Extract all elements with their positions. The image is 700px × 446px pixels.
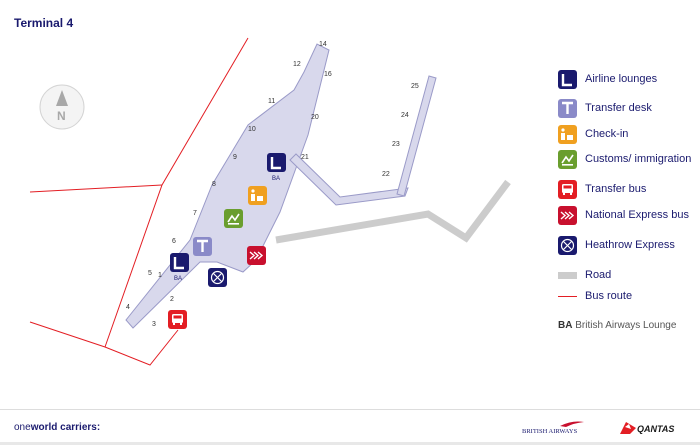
main-pier — [125, 43, 330, 329]
legend-label: Customs/ immigration — [585, 153, 692, 165]
british-airways-logo: BRITISH AIRWAYS — [522, 420, 584, 441]
ba-lounge-south-icon: BA — [170, 253, 189, 282]
east-pier — [396, 75, 437, 197]
national-express-map-icon — [247, 246, 266, 265]
map-title: Terminal 4 — [14, 16, 74, 30]
ba-logo-text: BRITISH AIRWAYS — [522, 428, 578, 435]
gate-label: 11 — [268, 98, 275, 105]
transfer-desk-icon — [558, 99, 577, 118]
check-in-icon — [558, 125, 577, 144]
gate-label: 20 — [311, 114, 319, 121]
legend-label: Airline lounges — [585, 73, 658, 85]
legend-label: Transfer bus — [585, 183, 647, 195]
road — [275, 179, 511, 244]
gate-label: 6 — [172, 238, 176, 245]
oneworld-carriers-label: oneworld carriers: — [14, 422, 100, 433]
gate-label: 2 — [170, 296, 174, 303]
legend-item-national-express: National Express bus — [558, 206, 695, 225]
footer: oneworld carriers: BRITISH AIRWAYS QANTA… — [0, 409, 700, 446]
road-swatch — [558, 266, 577, 285]
gate-label: 9 — [233, 154, 237, 161]
legend-item-transfer: Transfer desk — [558, 99, 695, 118]
ba-abbrev: BA — [558, 320, 573, 331]
gate-label: 5 — [148, 270, 152, 277]
lounge-icon — [558, 70, 577, 89]
ba-lounge-north-label: BA — [272, 176, 280, 182]
bus-route — [29, 37, 249, 366]
gate-label: 21 — [301, 154, 309, 161]
terminal-map: 1 2 3 4 5 6 7 8 9 10 11 12 14 16 20 21 2… — [29, 37, 511, 366]
gate-labels: 1 2 3 4 5 6 7 8 9 10 11 12 14 16 20 21 2… — [126, 41, 419, 328]
customs-map-icon — [224, 209, 243, 228]
heathrow-express-map-icon — [208, 268, 227, 287]
legend-label: Heathrow Express — [585, 239, 675, 251]
heathrow-express-icon — [558, 236, 577, 255]
gate-label: 22 — [382, 171, 390, 178]
gate-label: 10 — [248, 126, 256, 133]
legend-item-heathrow-express: Heathrow Express — [558, 236, 695, 255]
carriers-text: carriers: — [57, 422, 101, 433]
legend-label: Check-in — [585, 128, 629, 140]
compass-icon: N — [39, 84, 85, 130]
ba-lounge-north-icon: BA — [267, 153, 286, 182]
transfer-desk-map-icon — [193, 237, 212, 256]
legend-label: Bus route — [585, 290, 633, 302]
legend-item-customs: Customs/ immigration — [558, 150, 695, 169]
legend-label: National Express bus — [585, 209, 689, 221]
legend-item-checkin: Check-in — [558, 125, 695, 144]
legend-label: Road — [585, 269, 612, 281]
customs-icon — [558, 150, 577, 169]
gate-label: 12 — [293, 61, 301, 68]
ba-note-text: British Airways Lounge — [575, 320, 677, 331]
qantas-logo: QANTAS — [620, 418, 682, 443]
gate-label: 8 — [212, 181, 216, 188]
bottom-bar — [0, 442, 700, 445]
gate-label: 23 — [392, 141, 400, 148]
gate-label: 16 — [324, 71, 332, 78]
transfer-bus-map-icon — [168, 310, 187, 329]
compass-north-label: N — [57, 109, 66, 123]
ba-lounge-south-label: BA — [174, 276, 182, 282]
bus-route-swatch — [558, 287, 577, 306]
gate-label: 7 — [193, 210, 197, 217]
legend-item-bus-route: Bus route — [558, 287, 695, 306]
qantas-logo-text: QANTAS — [637, 424, 674, 434]
connector-walkway — [289, 153, 409, 206]
gate-label: 4 — [126, 304, 130, 311]
gate-label: 1 — [158, 272, 162, 279]
legend-label: Transfer desk — [585, 102, 652, 114]
check-in-map-icon — [248, 186, 267, 205]
oneworld-one: one — [14, 422, 31, 433]
gate-label: 25 — [411, 83, 419, 90]
gate-label: 3 — [152, 321, 156, 328]
gate-label: 24 — [401, 112, 409, 119]
national-express-icon — [558, 206, 577, 225]
transfer-bus-icon — [558, 180, 577, 199]
ba-lounge-note: BA British Airways Lounge — [558, 320, 688, 331]
gate-label: 14 — [319, 41, 327, 48]
legend-item-lounge: Airline lounges — [558, 70, 695, 89]
legend-item-road: Road — [558, 266, 695, 285]
legend-item-bus: Transfer bus — [558, 180, 695, 199]
oneworld-world: world — [30, 422, 58, 433]
